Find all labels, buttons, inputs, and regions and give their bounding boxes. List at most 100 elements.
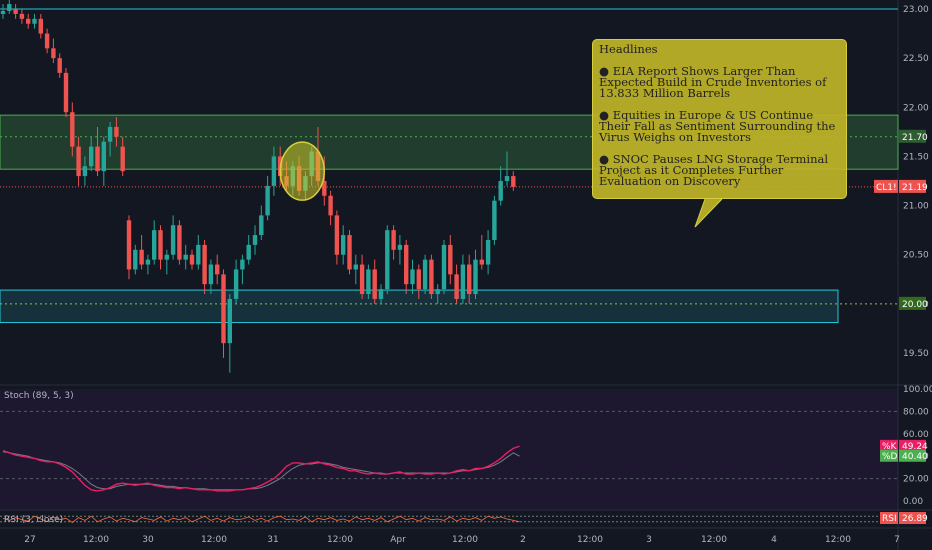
candle-body	[378, 289, 384, 299]
stoch-d-tag-bg	[880, 449, 898, 462]
candle-body	[95, 146, 100, 172]
last-price-tag-bg	[899, 179, 926, 193]
candle-body	[441, 244, 447, 290]
price-tick-label: 21.00	[903, 202, 929, 212]
last-price-tag: 21.19	[902, 183, 928, 193]
price-tick-label: 22.00	[903, 103, 929, 113]
candle-body	[265, 185, 270, 216]
time-tick-label: 2	[520, 535, 526, 545]
price-axis[interactable]: 23.00 22.50 22.00 21.50 21.00 20.50 20.00 19.50…	[874, 5, 929, 359]
candle-body	[473, 259, 478, 295]
stoch-k-tag-bg	[880, 439, 898, 452]
price-level-label: 20.00	[902, 300, 928, 310]
candle-body	[170, 225, 176, 255]
candle-body	[120, 146, 125, 172]
candle-body	[26, 18, 31, 24]
candle-body	[511, 176, 516, 187]
candle-body	[177, 225, 182, 260]
rsi-legend[interactable]: RSI (3, close)	[4, 515, 63, 525]
time-tick-label: 27	[24, 535, 35, 545]
candle-body	[19, 13, 25, 19]
time-tick-label: 12:00	[327, 535, 353, 545]
candle-body	[63, 72, 69, 113]
time-tick-label: 4	[771, 535, 777, 545]
candle-body	[252, 235, 258, 245]
time-tick-label: 12:00	[201, 535, 227, 545]
headlines-title: Headlines	[599, 42, 658, 56]
rsi-value-bg	[899, 512, 926, 524]
stoch-tick-label: 100.00	[903, 385, 932, 395]
candle-body	[397, 244, 403, 250]
rsi-tag-name: RSI	[882, 514, 897, 524]
stoch-legend[interactable]: Stoch (89, 5, 3)	[4, 391, 74, 401]
stoch-pane	[0, 389, 898, 509]
candle-body	[479, 259, 484, 265]
symbol-tag-bg	[874, 179, 898, 193]
candle-body	[240, 259, 245, 270]
candle-body	[101, 141, 106, 172]
candle-body	[271, 156, 277, 186]
candle-body	[498, 181, 503, 201]
time-tick-label: 7	[894, 535, 900, 545]
price-tick-label: 20.50	[903, 251, 929, 261]
candle-body	[32, 18, 37, 24]
candlesticks	[0, 0, 516, 373]
headline-item: ● Equities in Europe & US Continue Their…	[599, 108, 836, 144]
candle-body	[183, 254, 188, 260]
candle-body	[347, 235, 352, 270]
candle-body	[233, 269, 239, 299]
candle-body	[208, 264, 214, 285]
candle-body	[44, 33, 50, 49]
candle-body	[189, 254, 195, 265]
symbol-tag: CL1!	[876, 183, 897, 193]
stoch-d-value: 40.40	[902, 452, 928, 462]
candle-body	[366, 269, 371, 295]
price-tick-label: 23.00	[903, 5, 929, 15]
candle-body	[353, 264, 358, 270]
candle-body	[215, 264, 220, 275]
candle-body	[114, 126, 119, 137]
candle-body	[126, 220, 132, 270]
candle-body	[467, 264, 472, 295]
candle-body	[334, 215, 340, 255]
stoch-k-value: 49.24	[902, 442, 928, 452]
price-tick-label: 21.50	[903, 152, 929, 162]
price-level-label: 21.70	[902, 133, 928, 143]
candle-body	[0, 10, 6, 14]
candle-body	[341, 235, 346, 255]
candle-body	[404, 244, 409, 285]
time-tick-label: 12:00	[825, 535, 851, 545]
candle-body	[51, 48, 56, 59]
candle-body	[259, 215, 264, 236]
rsi-value: 26.89	[902, 514, 928, 524]
time-tick-label: 12:00	[83, 535, 109, 545]
time-tick-label: 30	[142, 535, 154, 545]
stoch-k-value-bg	[899, 439, 926, 452]
stoch-d-name: %D	[882, 452, 898, 462]
time-tick-label: 12:00	[452, 535, 478, 545]
time-tick-label: 31	[267, 535, 278, 545]
stoch-k-name: %K	[882, 442, 898, 452]
headlines-annotation[interactable]: Headlines ● EIA Report Shows Larger Than…	[592, 39, 847, 199]
candle-body	[410, 269, 415, 285]
rsi-tag-bg	[880, 512, 898, 524]
candle-body	[391, 230, 396, 250]
candle-body	[13, 9, 18, 14]
candle-body	[504, 176, 510, 181]
stoch-tick-label: 0.00	[903, 497, 923, 507]
candle-body	[196, 244, 201, 265]
headline-item: ● SNOC Pauses LNG Storage Terminal Proje…	[599, 152, 829, 188]
candle-body	[454, 274, 459, 299]
candle-body	[221, 274, 226, 344]
candle-body	[145, 259, 151, 265]
candle-body	[416, 269, 421, 290]
highlight-layer	[279, 141, 723, 228]
time-axis[interactable]: 27 12:00 30 12:00 31 12:00 Apr 12:00 2 12:00 3 12:0…	[24, 535, 900, 545]
candle-body	[460, 264, 466, 299]
candle-body	[89, 146, 94, 167]
candle-body	[429, 259, 434, 295]
candle-body	[82, 166, 88, 177]
time-tick-label: 12:00	[701, 535, 727, 545]
candle-body	[70, 112, 75, 147]
candle-body	[385, 230, 390, 290]
